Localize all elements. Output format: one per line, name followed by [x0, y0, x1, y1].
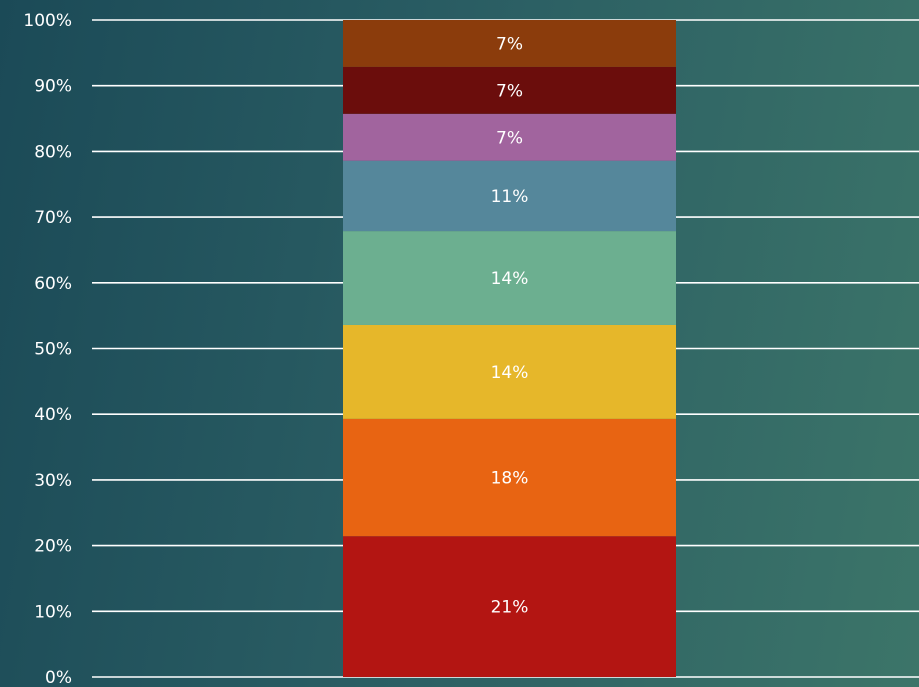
- segment-data-label: 11%: [491, 187, 529, 207]
- y-tick-label: 100%: [23, 11, 72, 31]
- bar-segment: [343, 113, 676, 161]
- y-tick-label: 10%: [34, 602, 72, 622]
- bar-segment: [343, 20, 676, 67]
- y-tick-label: 80%: [34, 142, 72, 162]
- segment-data-label: 14%: [491, 363, 529, 383]
- segment-data-labels: 21% 18% 14% 14% 11% 7% 7% 7%: [491, 34, 529, 617]
- segment-data-label: 21%: [491, 598, 529, 618]
- segment-data-label: 7%: [496, 128, 523, 148]
- segment-data-label: 14%: [491, 269, 529, 289]
- stacked-bar: [343, 20, 676, 677]
- y-tick-label: 0%: [45, 668, 72, 687]
- segment-data-label: 7%: [496, 81, 523, 101]
- segment-data-label: 7%: [496, 34, 523, 54]
- y-tick-label: 30%: [34, 471, 72, 491]
- bar-segment: [343, 418, 676, 537]
- y-axis-tick-labels: 0% 10% 20% 30% 40% 50% 60% 70% 80% 90% 100%: [23, 11, 72, 687]
- segment-data-label: 18%: [491, 469, 529, 489]
- bar-segment: [343, 324, 676, 419]
- y-tick-label: 40%: [34, 405, 72, 425]
- y-tick-label: 70%: [34, 208, 72, 228]
- y-tick-label: 90%: [34, 77, 72, 97]
- y-tick-label: 50%: [34, 340, 72, 360]
- bar-segment: [343, 231, 676, 325]
- bar-segment: [343, 536, 676, 677]
- bar-segment: [343, 66, 676, 114]
- bar-segment: [343, 160, 676, 232]
- y-tick-label: 20%: [34, 537, 72, 557]
- y-tick-label: 60%: [34, 274, 72, 294]
